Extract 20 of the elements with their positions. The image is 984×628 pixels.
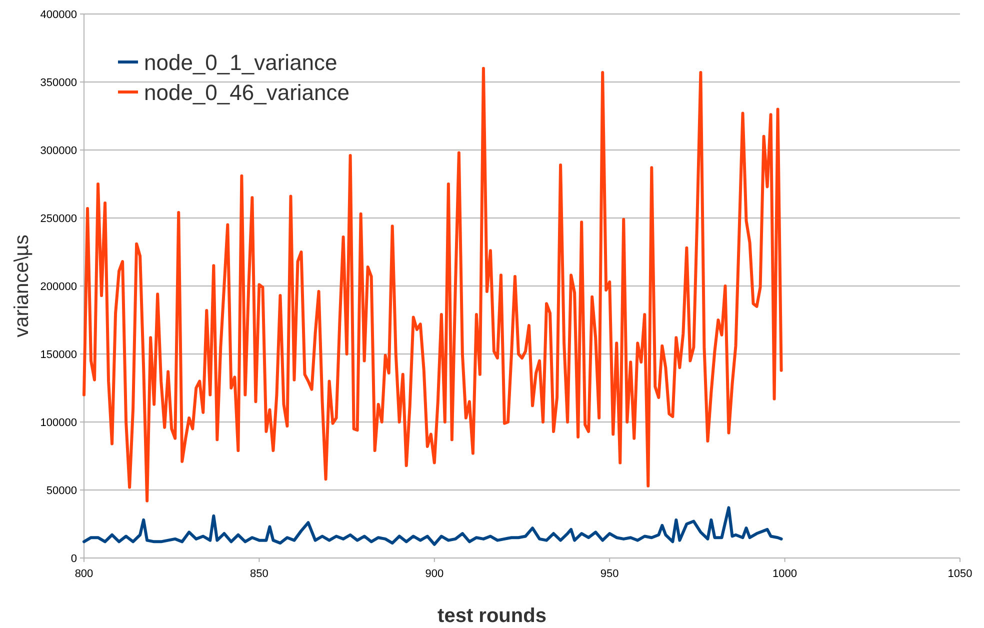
y-tick-label: 100000 xyxy=(40,417,77,429)
y-tick-label: 150000 xyxy=(40,349,77,361)
y-tick-label: 200000 xyxy=(40,281,77,293)
legend-label: node_0_46_variance xyxy=(144,80,350,105)
y-tick-label: 50000 xyxy=(46,485,77,497)
x-tick-label: 800 xyxy=(74,568,94,580)
x-tick-label: 900 xyxy=(425,568,444,580)
y-axis-title: variance\µs xyxy=(11,234,33,338)
x-tick-label: 1050 xyxy=(948,568,972,580)
x-tick-label: 1000 xyxy=(772,568,798,580)
x-tick-label: 850 xyxy=(250,568,268,580)
legend-label: node_0_1_variance xyxy=(144,50,338,75)
y-tick-label: 350000 xyxy=(40,77,77,89)
x-axis-title: test rounds xyxy=(438,605,546,627)
y-tick-label: 0 xyxy=(70,553,77,565)
line-series xyxy=(82,506,783,546)
y-tick-label: 400000 xyxy=(40,9,77,21)
x-tick-label: 950 xyxy=(600,568,619,580)
y-tick-label: 300000 xyxy=(40,145,77,157)
y-tick-label: 250000 xyxy=(40,213,77,225)
